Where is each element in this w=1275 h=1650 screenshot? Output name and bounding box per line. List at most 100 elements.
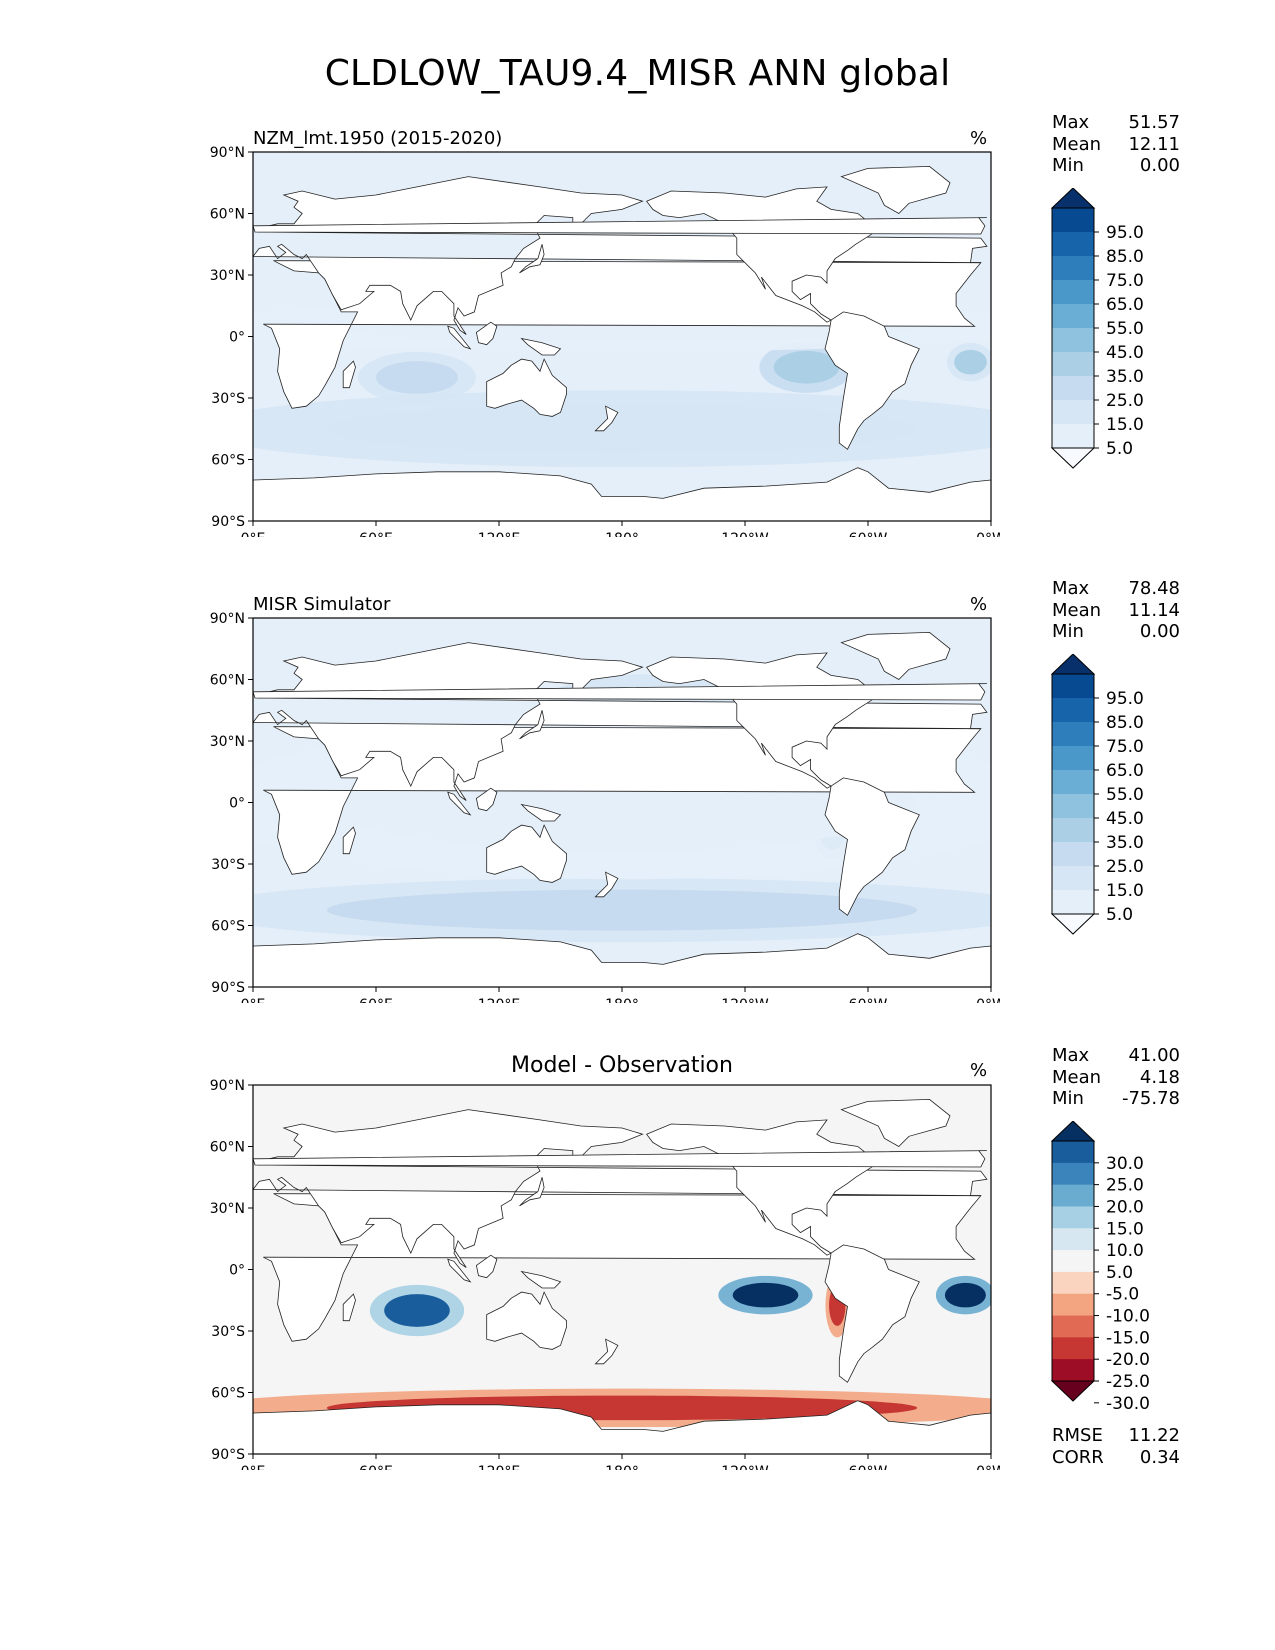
colorbar-segment (1052, 746, 1094, 771)
lat-tick-label: 90°N (210, 1078, 245, 1094)
units-label: % (970, 1060, 988, 1081)
colorbar-tick-label: 30.0 (1106, 1154, 1144, 1174)
coast-greenland (840, 631, 951, 680)
colorbar-tick-label: 15.0 (1106, 415, 1144, 435)
coast-africa (263, 1193, 982, 1342)
lon-tick-label: 60°W (849, 531, 888, 537)
coast-eurasia (253, 1109, 988, 1268)
colorbar-tick-label: 45.0 (1106, 343, 1144, 363)
colorbar-extend-max (1050, 188, 1096, 209)
field (253, 152, 991, 521)
colorbar-tick-label: 65.0 (1106, 761, 1144, 781)
colorbar-extend-min (1050, 447, 1096, 469)
stat-min: Min 0.00 (1052, 155, 1180, 176)
coast-australia (486, 1291, 567, 1350)
colorbar-segment (1052, 890, 1094, 915)
contour-southeast-pacific-stratocumulus (773, 350, 840, 384)
lon-tick-label: 0°E (241, 531, 266, 537)
colorbar-tick-label: 20.0 (1106, 1197, 1144, 1217)
units-label: % (970, 594, 988, 615)
coast-south-america (824, 777, 920, 916)
colorbar-segment (1052, 1359, 1094, 1382)
colorbar-segment (1052, 1250, 1094, 1273)
panel-title: Model - Observation (511, 1053, 733, 1078)
lat-tick-label: 60°N (210, 207, 245, 223)
coast-antarctica (253, 467, 991, 521)
coast-sumatra (447, 1258, 472, 1283)
coast-africa (263, 260, 982, 409)
colorbar-segment (1052, 674, 1094, 699)
lon-tick-label: 60°W (849, 997, 888, 1003)
coast-madagascar (342, 360, 356, 389)
lon-tick-label: 60°W (849, 1464, 888, 1470)
colorbar-segment (1052, 1293, 1094, 1317)
coast-south-america (824, 1244, 920, 1383)
colorbar-observation: 95.0 85.0 75.0 65.0 55.0 45.0 35.0 25.0 15.0 5.0 (1050, 654, 1144, 935)
lon-tick-label: 60°E (359, 531, 393, 537)
coast-sumatra (447, 791, 472, 816)
lat-tick-label: 0° (229, 1263, 245, 1279)
lat-tick-label: 90°S (211, 514, 245, 530)
lat-tick-label: 30°S (211, 857, 245, 873)
colorbar-tick-label: -25.0 (1106, 1372, 1150, 1392)
lat-tick-label: 30°N (210, 1201, 245, 1217)
coast-eurasia (253, 176, 988, 335)
coast-japan (519, 244, 545, 274)
colorbar-segment (1052, 722, 1094, 747)
lon-tick-label: 120°W (721, 997, 769, 1003)
lon-tick-label: 0°E (241, 997, 266, 1003)
colorbar-segment (1052, 208, 1094, 233)
stat-mean: Mean 12.11 (1052, 133, 1180, 155)
coast-new-zealand (594, 1338, 619, 1365)
colorbar-segment (1052, 698, 1094, 723)
coast-antarctica (253, 1400, 991, 1454)
coast-new-zealand (594, 871, 619, 898)
metrics-box: RMSE 11.22 CORR 0.34 (1052, 1425, 1180, 1468)
lon-tick-label: 0°W (976, 531, 1000, 537)
colorbar-segment (1052, 376, 1094, 401)
land-group (253, 1098, 991, 1454)
coast-uk (253, 683, 987, 701)
contour-southern-indian-ocean (376, 361, 458, 394)
contour-southeast-atlantic-positive-bias (944, 1282, 986, 1308)
colorbar-segment (1052, 1162, 1094, 1186)
colorbar-difference: 30.025.020.015.010.05.0-5.0-10.0-15.0-20… (1050, 1121, 1150, 1414)
colorbar-tick-label: 35.0 (1106, 367, 1144, 387)
colorbar-segment (1052, 1337, 1094, 1360)
colorbar-segment (1052, 304, 1094, 329)
stats-box: Max 78.48 Mean 11.14 Min 0.00 (1052, 578, 1180, 643)
colorbar-tick-label: 15.0 (1106, 1219, 1144, 1239)
metric-rmse: RMSE 11.22 (1052, 1425, 1180, 1446)
colorbar-tick-label: 45.0 (1106, 809, 1144, 829)
lon-tick-label: 180° (605, 997, 639, 1003)
colorbar-tick-label: 15.0 (1106, 881, 1144, 901)
colorbar-segment (1052, 1206, 1094, 1229)
colorbar-segment (1052, 1141, 1094, 1164)
coast-eurasia (253, 642, 988, 801)
colorbar-tick-label: 75.0 (1106, 737, 1144, 757)
coast-japan (519, 710, 545, 740)
colorbar-extend-min (1050, 913, 1096, 935)
lat-tick-label: 0° (229, 796, 245, 812)
lon-tick-label: 180° (605, 1464, 639, 1470)
lon-tick-label: 120°W (721, 531, 769, 537)
lat-tick-label: 60°S (211, 1386, 245, 1402)
coast-borneo (475, 321, 498, 346)
coast-japan (519, 1177, 545, 1207)
lon-tick-label: 60°E (359, 1464, 393, 1470)
lat-tick-label: 0° (229, 330, 245, 346)
colorbar-segment (1052, 328, 1094, 353)
coast-new-zealand (594, 405, 619, 432)
colorbar-tick-label: 10.0 (1106, 1241, 1144, 1261)
coast-new-guinea (520, 337, 562, 356)
map-observation: 90°N 60°N 30°N 0° 30°S 60°S 90°S0°E 60°E 120°E 18… (210, 611, 1000, 1003)
stat-max: Max 78.48 (1052, 578, 1180, 599)
colorbar-tick-label: 95.0 (1106, 223, 1144, 243)
colorbar-segment (1052, 842, 1094, 867)
lat-tick-label: 60°N (210, 673, 245, 689)
colorbar-segment (1052, 1228, 1094, 1251)
lon-tick-label: 120°E (478, 1464, 521, 1470)
lat-tick-label: 90°N (210, 611, 245, 627)
coast-antarctica (253, 933, 991, 987)
metric-corr: CORR 0.34 (1052, 1446, 1180, 1468)
